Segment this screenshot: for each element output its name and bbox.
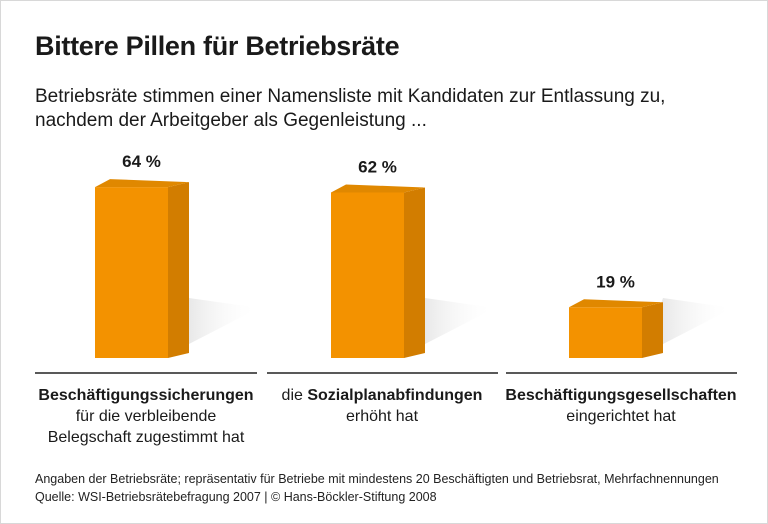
subtitle-line-2: nachdem der Arbeitgeber als Gegenleistun…: [35, 110, 427, 131]
subtitle-line-1: Betriebsräte stimmen einer Namensliste m…: [35, 86, 666, 107]
value-label-1: 64 %: [122, 152, 161, 171]
bar-side-3: [642, 302, 663, 358]
category-1-line3: Belegschaft zugestimmt hat: [47, 429, 245, 446]
chart-subtitle: Betriebsräte stimmen einer Namensliste m…: [35, 85, 665, 133]
category-label-1: Beschäftigungssicherungen für die verble…: [21, 385, 271, 448]
bar-top-3: [569, 299, 663, 308]
category-3-bold: Beschäftigungsgesellschaften: [505, 387, 737, 404]
category-1-bold: Beschäftigungssicherungen: [38, 387, 254, 404]
category-label-2: die Sozialplanabfindungen erhöht hat: [257, 385, 507, 427]
bar-front-1: [95, 187, 168, 358]
value-label-2: 62 %: [358, 157, 397, 176]
bar-side-1: [168, 182, 189, 358]
bar-side-2: [404, 187, 425, 358]
category-label-3: Beschäftigungsgesellschaften eingerichte…: [496, 385, 746, 427]
category-2-line2: erhöht hat: [345, 408, 419, 425]
category-2-bold: Sozialplanabfindungen: [307, 387, 483, 404]
category-2-prefix: die: [281, 387, 308, 404]
category-3-line2: eingerichtet hat: [566, 408, 676, 425]
chart-title: Bittere Pillen für Betriebsräte: [35, 31, 400, 61]
bar-shadow-2: [404, 298, 495, 358]
footer-source: Quelle: WSI-Betriebsrätebefragung 2007 |…: [35, 490, 437, 504]
category-1-line2: für die verbleibende: [75, 408, 217, 425]
footer: Angaben der Betriebsräte; repräsentativ …: [35, 470, 719, 506]
bar-shadow-1: [168, 298, 259, 358]
bar-top-1: [95, 179, 189, 188]
value-label-3: 19 %: [596, 272, 635, 291]
bar-shadow-3: [642, 298, 733, 358]
footer-note: Angaben der Betriebsräte; repräsentativ …: [35, 472, 719, 486]
bar-front-2: [331, 192, 404, 358]
bar-front-3: [569, 307, 642, 358]
bar-top-2: [331, 184, 425, 193]
